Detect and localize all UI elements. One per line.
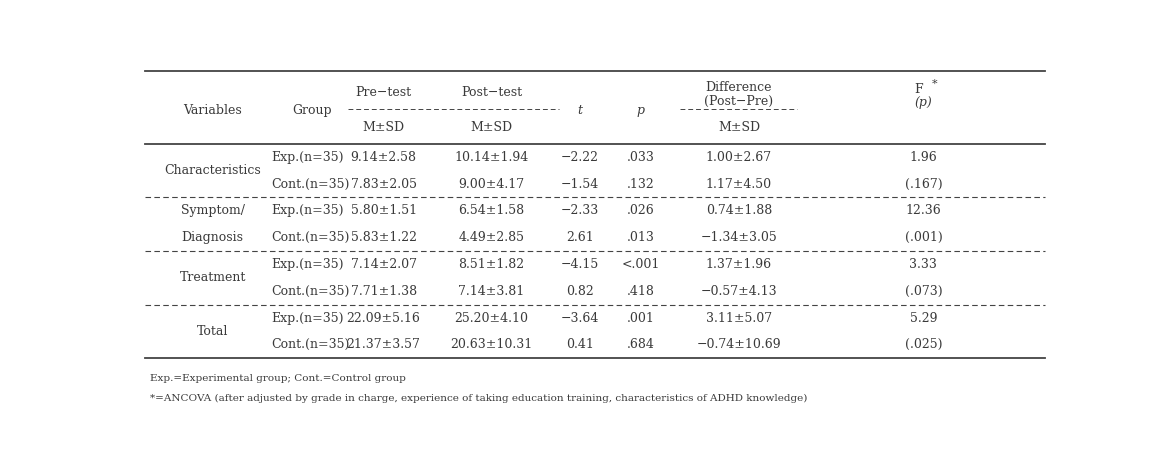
- Text: 22.09±5.16: 22.09±5.16: [347, 312, 420, 325]
- Text: 7.14±2.07: 7.14±2.07: [351, 258, 417, 271]
- Text: 2.61: 2.61: [565, 231, 593, 244]
- Text: −4.15: −4.15: [561, 258, 599, 271]
- Text: 7.71±1.38: 7.71±1.38: [351, 285, 417, 298]
- Text: 12.36: 12.36: [906, 204, 942, 218]
- Text: −2.22: −2.22: [561, 151, 599, 164]
- Text: 5.83±1.22: 5.83±1.22: [351, 231, 417, 244]
- Text: 3.11±5.07: 3.11±5.07: [706, 312, 772, 325]
- Text: Characteristics: Characteristics: [164, 164, 261, 177]
- Text: 5.80±1.51: 5.80±1.51: [351, 204, 417, 218]
- Text: .026: .026: [627, 204, 655, 218]
- Text: (.073): (.073): [904, 285, 943, 298]
- Text: Exp.(n=35): Exp.(n=35): [272, 312, 344, 325]
- Text: .684: .684: [627, 338, 655, 351]
- Text: (.025): (.025): [904, 338, 943, 351]
- Text: 9.14±2.58: 9.14±2.58: [351, 151, 417, 164]
- Text: .013: .013: [627, 231, 655, 244]
- Text: 4.49±2.85: 4.49±2.85: [459, 231, 525, 244]
- Text: Cont.(n=35): Cont.(n=35): [272, 285, 349, 298]
- Text: 20.63±10.31: 20.63±10.31: [450, 338, 533, 351]
- Text: Group: Group: [291, 104, 331, 117]
- Text: M±SD: M±SD: [362, 121, 405, 135]
- Text: Exp.(n=35): Exp.(n=35): [272, 204, 344, 218]
- Text: .033: .033: [627, 151, 655, 164]
- Text: 0.41: 0.41: [565, 338, 593, 351]
- Text: Variables: Variables: [183, 104, 241, 117]
- Text: Exp.(n=35): Exp.(n=35): [272, 258, 344, 271]
- Text: Cont.(n=35): Cont.(n=35): [272, 177, 349, 191]
- Text: −2.33: −2.33: [561, 204, 599, 218]
- Text: 25.20±4.10: 25.20±4.10: [455, 312, 528, 325]
- Text: *: *: [931, 79, 937, 89]
- Text: Pre−test: Pre−test: [355, 86, 412, 100]
- Text: Exp.=Experimental group; Cont.=Control group: Exp.=Experimental group; Cont.=Control g…: [150, 374, 405, 383]
- Text: (p): (p): [915, 95, 932, 109]
- Text: 1.17±4.50: 1.17±4.50: [706, 177, 772, 191]
- Text: 1.00±2.67: 1.00±2.67: [706, 151, 772, 164]
- Text: 0.74±1.88: 0.74±1.88: [706, 204, 772, 218]
- Text: *=ANCOVA (after adjusted by grade in charge, experience of taking education trai: *=ANCOVA (after adjusted by grade in cha…: [150, 394, 807, 403]
- Text: 5.29: 5.29: [910, 312, 937, 325]
- Text: t: t: [577, 104, 582, 117]
- Text: .001: .001: [627, 312, 655, 325]
- Text: −3.64: −3.64: [561, 312, 599, 325]
- Text: Diagnosis: Diagnosis: [181, 231, 244, 244]
- Text: 10.14±1.94: 10.14±1.94: [454, 151, 528, 164]
- Text: <.001: <.001: [621, 258, 661, 271]
- Text: F: F: [915, 83, 923, 96]
- Text: p: p: [637, 104, 644, 117]
- Text: 0.82: 0.82: [565, 285, 593, 298]
- Text: 8.51±1.82: 8.51±1.82: [459, 258, 525, 271]
- Text: M±SD: M±SD: [717, 121, 760, 135]
- Text: 7.83±2.05: 7.83±2.05: [351, 177, 417, 191]
- Text: (Post−Pre): (Post−Pre): [705, 94, 773, 108]
- Text: Cont.(n=35): Cont.(n=35): [272, 338, 349, 351]
- Text: −0.57±4.13: −0.57±4.13: [701, 285, 777, 298]
- Text: −0.74±10.69: −0.74±10.69: [697, 338, 781, 351]
- Text: Exp.(n=35): Exp.(n=35): [272, 151, 344, 164]
- Text: 21.37±3.57: 21.37±3.57: [347, 338, 420, 351]
- Text: .132: .132: [627, 177, 655, 191]
- Text: (.001): (.001): [904, 231, 943, 244]
- Text: Post−test: Post−test: [461, 86, 522, 100]
- Text: 1.96: 1.96: [909, 151, 937, 164]
- Text: Total: Total: [197, 325, 229, 338]
- Text: Difference: Difference: [706, 81, 772, 94]
- Text: (.167): (.167): [904, 177, 943, 191]
- Text: −1.34±3.05: −1.34±3.05: [700, 231, 778, 244]
- Text: M±SD: M±SD: [470, 121, 513, 135]
- Text: 1.37±1.96: 1.37±1.96: [706, 258, 772, 271]
- Text: Symptom/: Symptom/: [181, 204, 245, 218]
- Text: −1.54: −1.54: [561, 177, 599, 191]
- Text: 6.54±1.58: 6.54±1.58: [459, 204, 525, 218]
- Text: Cont.(n=35): Cont.(n=35): [272, 231, 349, 244]
- Text: 9.00±4.17: 9.00±4.17: [459, 177, 525, 191]
- Text: .418: .418: [627, 285, 655, 298]
- Text: Treatment: Treatment: [180, 271, 246, 285]
- Text: 7.14±3.81: 7.14±3.81: [459, 285, 525, 298]
- Text: 3.33: 3.33: [909, 258, 937, 271]
